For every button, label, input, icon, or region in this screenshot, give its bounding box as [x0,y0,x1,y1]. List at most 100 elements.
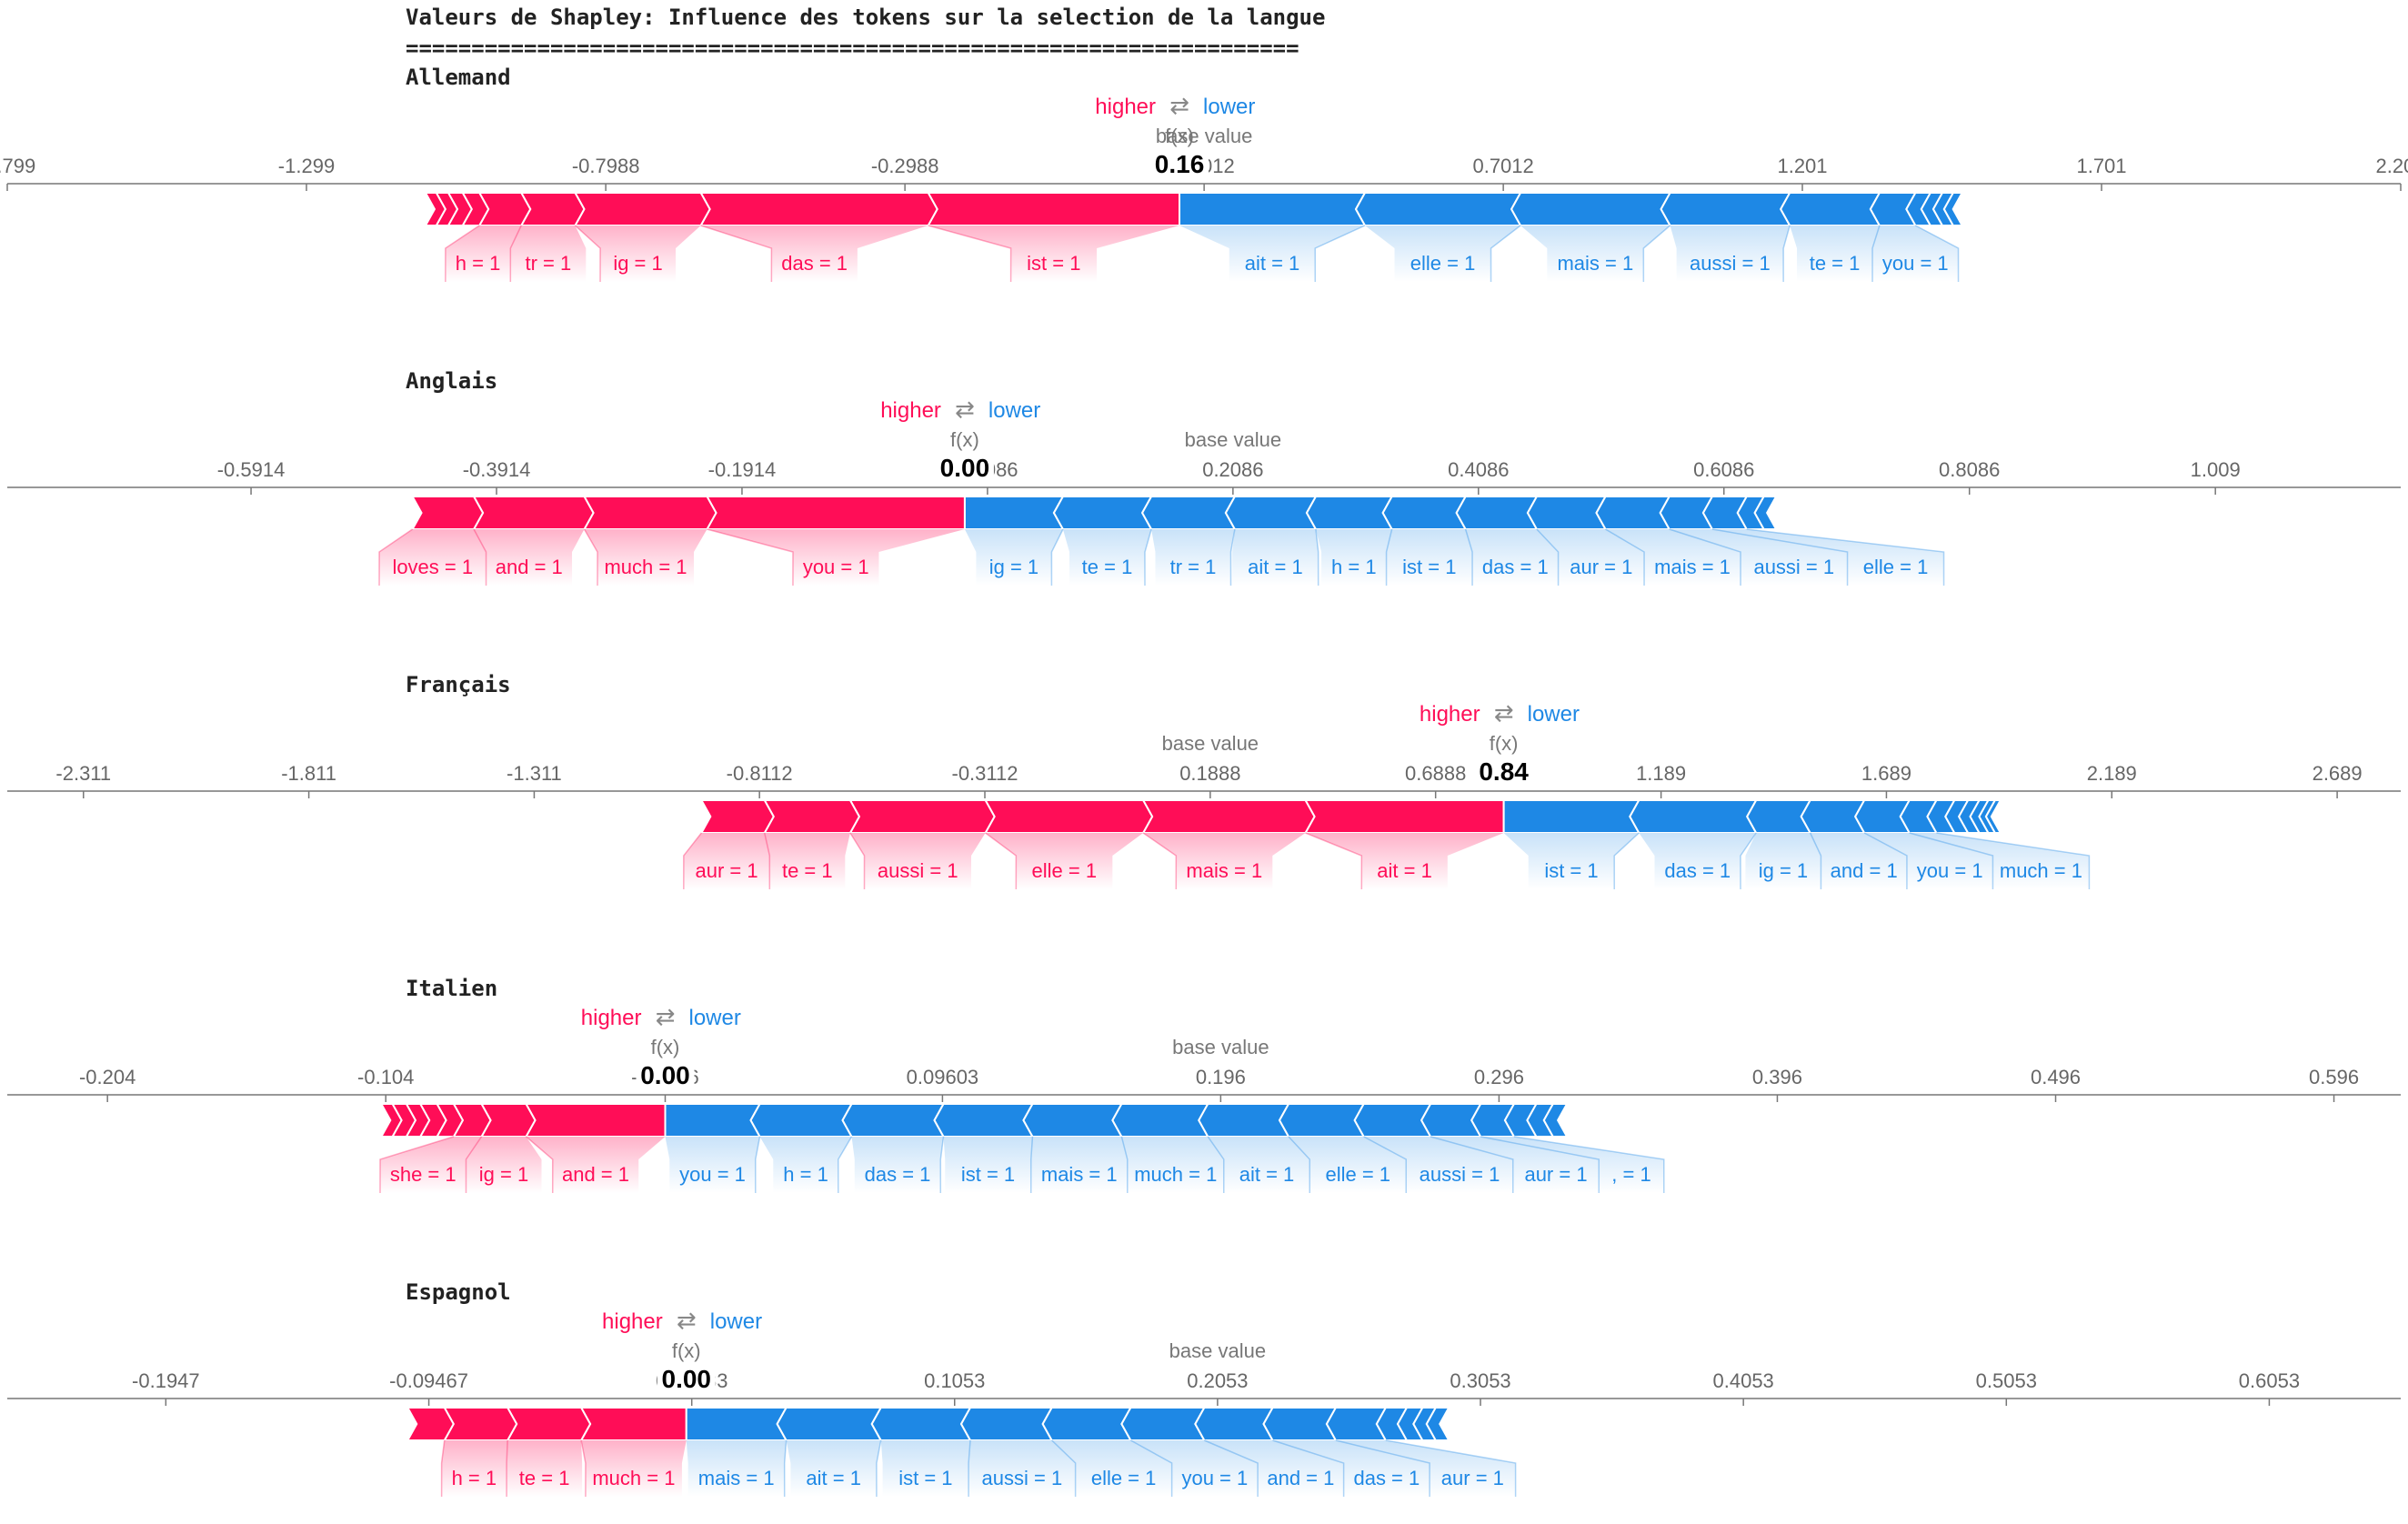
x-tick-label: -1.311 [507,762,562,785]
negative-segment [1502,799,1641,834]
x-tick-label: 0.5053 [1976,1369,2037,1392]
x-tick-label: -0.09467 [389,1369,468,1392]
negative-feature-label: aur = 1 [1524,1163,1587,1186]
positive-segment [424,192,446,226]
x-tick-label: 0.6888 [1405,762,1466,785]
positive-feature-label: ait = 1 [1377,859,1432,882]
negative-segment [749,1103,854,1138]
negative-segment [664,1103,762,1138]
fx-value-backdrop [1474,758,1533,786]
negative-feature-label: h = 1 [1331,556,1377,578]
negative-segment [1984,799,2002,834]
x-tick-label: 1.189 [1636,762,1686,785]
label-connector [1871,225,1881,282]
negative-segment [1052,496,1153,530]
label-connector [583,528,598,586]
negative-segment [1224,496,1318,530]
positive-feature-label: h = 1 [452,1467,497,1489]
positive-label-glow [928,226,1180,282]
fx-label: f(x) [1490,732,1519,755]
x-tick-label: 0.196 [1196,1066,1246,1088]
negative-label-glow [1909,833,2090,889]
positive-segment [410,496,485,530]
positive-segment [379,1103,403,1138]
label-connector [1050,528,1064,586]
positive-segment [472,496,595,530]
x-tick-label: 0.6086 [1693,458,1754,481]
label-connector [1863,832,1908,889]
negative-feature-label: aussi = 1 [1753,556,1834,578]
positive-label-glow [764,833,850,889]
fx-value-backdrop [636,1062,695,1089]
label-connector [525,1136,554,1193]
negative-label-glow [1208,1137,1310,1193]
negative-segment [1041,1407,1133,1441]
negative-segment [1278,1103,1366,1138]
negative-feature-label: ig = 1 [1759,859,1808,882]
negative-segment [1120,1407,1207,1441]
positive-segment [582,496,717,530]
positive-label-glow [474,529,585,586]
negative-feature-label: and = 1 [1267,1467,1334,1489]
positive-feature-label: ist = 1 [1027,252,1080,275]
negative-label-glow [1810,833,1907,889]
negative-segment [1455,496,1539,530]
label-connector [985,832,1018,889]
x-tick-label: -2.311 [55,762,111,785]
negative-feature-label: ait = 1 [806,1467,861,1489]
label-connector [1305,832,1363,889]
negative-feature-label: ait = 1 [1239,1163,1295,1186]
x-tick-label: -0.3914 [463,458,531,481]
positive-label-glow [466,1137,542,1193]
negative-label-glow [1536,529,1645,586]
positive-label-glow [849,833,986,889]
positive-segment [983,799,1154,834]
positive-segment [524,1103,667,1138]
positive-feature-label: mais = 1 [1186,859,1262,882]
base-value-label: base value [1172,1036,1269,1058]
negative-feature-label: te = 1 [1082,556,1133,578]
label-connector [440,1439,446,1497]
legend-arrows-icon: ⇄ [1494,699,1514,727]
legend-higher: higher [880,398,941,423]
negative-label-glow [1289,1137,1407,1193]
negative-segment [1305,496,1394,530]
negative-label-glow [1121,1137,1224,1193]
fx-value: 0.16 [1155,150,1205,178]
x-tick-label: 0.496 [2031,1066,2081,1088]
fx-label: f(x) [950,428,979,451]
negative-segment [1629,799,1758,834]
negative-segment [1381,496,1468,530]
label-connector [683,832,702,889]
negative-feature-label: and = 1 [1831,859,1898,882]
negative-segment [1753,496,1778,530]
fx-value: 0.00 [940,454,990,482]
positive-feature-label: much = 1 [604,556,687,578]
negative-feature-label: das = 1 [1664,859,1731,882]
label-connector [1272,1439,1345,1497]
x-tick-label: 0.3053 [1450,1369,1510,1392]
positive-feature-label: te = 1 [519,1467,570,1489]
fx-label: f(x) [672,1339,701,1362]
fx-label: f(x) [651,1036,680,1058]
positive-feature-label: she = 1 [390,1163,457,1186]
legend-arrows-icon: ⇄ [955,396,975,423]
negative-feature-label: aur = 1 [1570,556,1632,578]
positive-label-glow [707,529,965,586]
negative-feature-label: elle = 1 [1863,556,1929,578]
x-tick-label: 0.6053 [2239,1369,2300,1392]
negative-segment [1111,1103,1209,1138]
negative-label-glow [1711,529,1944,586]
label-connector [1464,528,1473,586]
legend-higher: higher [602,1309,663,1334]
positive-label-glow [507,1440,583,1497]
negative-label-glow [1030,1137,1128,1193]
positive-segment [848,799,996,834]
negative-feature-label: much = 1 [2000,859,2082,882]
negative-segment [1542,1103,1569,1138]
positive-label-glow [700,226,928,282]
panel-title: Allemand [406,65,511,90]
negative-label-glow [1790,226,1880,282]
negative-segment [1140,496,1237,530]
negative-feature-label: tr = 1 [1170,556,1217,578]
